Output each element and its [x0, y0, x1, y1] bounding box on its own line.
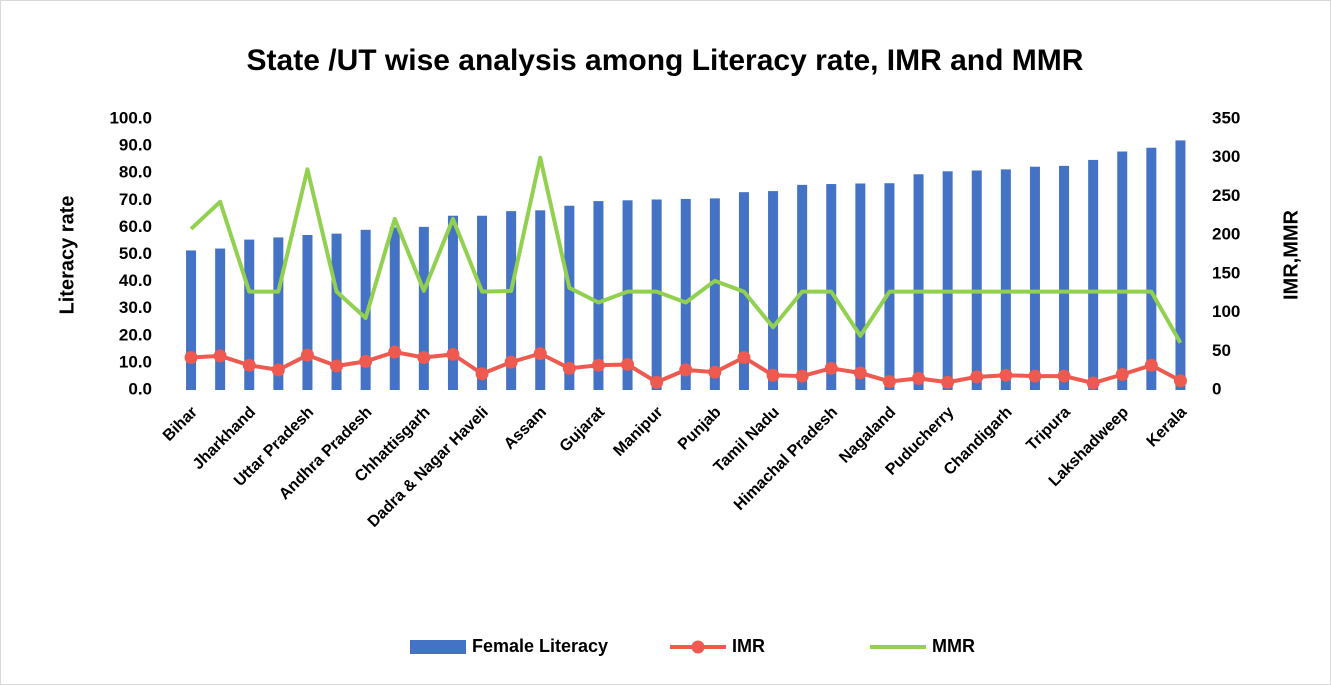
- bar: [564, 205, 575, 390]
- bar: [651, 199, 662, 390]
- marker: [1115, 368, 1129, 382]
- bar: [971, 170, 982, 390]
- marker: [1173, 374, 1187, 388]
- bar: [273, 237, 284, 390]
- bar: [709, 198, 720, 390]
- y2-tick-label: 300: [1212, 147, 1240, 166]
- marker: [737, 350, 751, 364]
- marker: [213, 349, 227, 363]
- y2-tick-label: 0: [1212, 379, 1221, 398]
- y-tick-label: 20.0: [119, 325, 152, 344]
- marker: [271, 363, 285, 377]
- bar: [535, 210, 546, 390]
- marker: [300, 348, 314, 362]
- bar: [1146, 147, 1157, 390]
- y-tick-label: 80.0: [119, 163, 152, 182]
- bar: [942, 171, 953, 390]
- marker: [591, 358, 605, 372]
- bar: [506, 211, 517, 390]
- y2-tick-label: 50: [1212, 341, 1231, 360]
- bar: [913, 174, 924, 390]
- marker: [1086, 376, 1100, 390]
- marker: [941, 375, 955, 389]
- marker: [999, 368, 1013, 382]
- marker: [970, 370, 984, 384]
- bar: [302, 234, 313, 390]
- legend-swatch: [410, 640, 466, 654]
- marker: [562, 361, 576, 375]
- marker: [1057, 369, 1071, 383]
- y-tick-label: 50.0: [119, 244, 152, 263]
- bar: [826, 184, 837, 390]
- marker: [533, 347, 547, 361]
- bar: [797, 184, 808, 390]
- bar: [622, 200, 633, 390]
- bar: [680, 198, 691, 390]
- bar: [244, 239, 255, 390]
- bar: [186, 250, 197, 390]
- y-axis-title: Literacy rate: [56, 196, 78, 315]
- marker: [504, 355, 518, 369]
- bar: [1059, 165, 1070, 390]
- y-tick-label: 100.0: [109, 108, 152, 127]
- y2-tick-label: 350: [1212, 108, 1240, 127]
- marker: [242, 358, 256, 372]
- bar: [1029, 166, 1040, 390]
- marker: [679, 363, 693, 377]
- y-tick-label: 60.0: [119, 217, 152, 236]
- y2-tick-label: 100: [1212, 302, 1240, 321]
- marker: [650, 375, 664, 389]
- bar: [593, 201, 604, 390]
- y2-tick-label: 150: [1212, 263, 1240, 282]
- legend-marker: [691, 640, 705, 654]
- marker: [853, 366, 867, 380]
- marker: [475, 367, 489, 381]
- y-tick-label: 10.0: [119, 352, 152, 371]
- marker: [708, 365, 722, 379]
- marker: [912, 371, 926, 385]
- y2-tick-label: 250: [1212, 186, 1240, 205]
- marker: [330, 359, 344, 373]
- legend-label: Female Literacy: [472, 636, 608, 656]
- marker: [795, 369, 809, 383]
- bar: [1175, 140, 1186, 390]
- marker: [417, 350, 431, 364]
- bar: [389, 227, 400, 390]
- bar: [884, 183, 895, 390]
- bar: [768, 191, 779, 390]
- marker: [1144, 358, 1158, 372]
- y2-tick-label: 200: [1212, 225, 1240, 244]
- bar: [418, 226, 429, 390]
- marker: [388, 345, 402, 359]
- y-tick-label: 40.0: [119, 271, 152, 290]
- bar: [447, 215, 458, 390]
- marker: [1028, 369, 1042, 383]
- bar: [1088, 159, 1099, 390]
- marker: [621, 357, 635, 371]
- marker: [359, 354, 373, 368]
- marker: [184, 350, 198, 364]
- marker: [824, 361, 838, 375]
- marker: [766, 368, 780, 382]
- y-tick-label: 70.0: [119, 190, 152, 209]
- legend-label: IMR: [732, 636, 765, 656]
- y2-axis-title: IMR,MMR: [1280, 209, 1302, 300]
- bar: [477, 215, 488, 390]
- chart-title: State /UT wise analysis among Literacy r…: [247, 44, 1084, 77]
- y-tick-label: 30.0: [119, 298, 152, 317]
- y-tick-label: 90.0: [119, 136, 152, 155]
- bar: [1117, 151, 1128, 390]
- y-tick-label: 0.0: [128, 379, 152, 398]
- bar: [855, 183, 866, 390]
- bar: [1000, 169, 1011, 390]
- marker: [882, 374, 896, 388]
- bar: [331, 233, 342, 390]
- legend-label: MMR: [932, 636, 975, 656]
- marker: [446, 347, 460, 361]
- bar: [360, 229, 371, 390]
- bar: [215, 248, 226, 390]
- line: [189, 155, 1183, 344]
